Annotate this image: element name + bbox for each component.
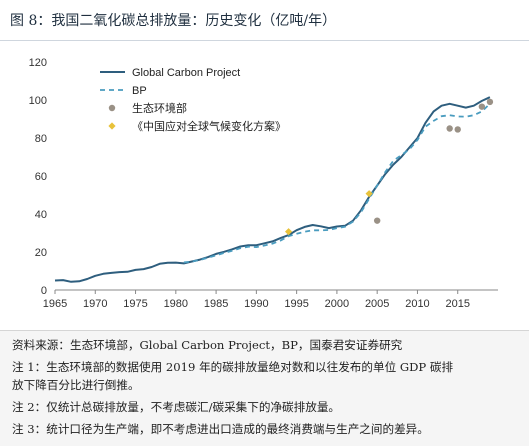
note-1-line-1: 注 1：生态环境部的数据使用 2019 年的碳排放量绝对数和以往发布的单位 GD… [12, 360, 454, 374]
chart-axes: 1965 1970 1975 1980 1985 1990 1995 2000 2005 2010… [29, 57, 498, 310]
series-marker-2 [373, 217, 381, 224]
chart-legend: Global Carbon Project BP 生态环境部《中国应对全球气候变化方… [100, 67, 286, 133]
y-tick-label: 60 [35, 171, 47, 183]
y-tick-label: 40 [35, 209, 47, 221]
y-tick-label: 120 [29, 57, 47, 69]
figure-title: 图 8：我国二氧化碳总排放量：历史变化（亿吨/年） [10, 13, 337, 29]
x-tick-label: 2000 [325, 298, 349, 310]
y-tick-label: 20 [35, 247, 47, 259]
x-tick-label: 2010 [405, 298, 429, 310]
y-tick-label: 100 [29, 95, 47, 107]
x-tick-label: 1965 [43, 298, 67, 310]
legend-label-3: 《中国应对全球气候变化方案》 [132, 119, 286, 133]
x-tick-label: 1995 [284, 298, 308, 310]
emissions-line-chart: 1965 1970 1975 1980 1985 1990 1995 2000 2005 2010… [29, 57, 498, 310]
x-tick-label: 1985 [204, 298, 228, 310]
x-tick-label: 1975 [123, 298, 147, 310]
source-notes-panel: 资料来源：生态环境部，Global Carbon Project，BP，国泰君安… [0, 330, 529, 446]
series-marker-2 [478, 103, 486, 110]
x-tick-label: 1980 [164, 298, 188, 310]
legend-swatch-3 [108, 122, 116, 130]
legend-label-0: Global Carbon Project [132, 67, 240, 79]
x-tick-label: 2005 [365, 298, 389, 310]
note-3: 注 3：统计口径为生产端，即不考虑进出口造成的最终消费端与生产之间的差异。 [12, 422, 429, 436]
x-tick-label: 1990 [244, 298, 268, 310]
note-2: 注 2：仅统计总碳排放量，不考虑碳汇/碳采集下的净碳排放量。 [12, 400, 341, 414]
source-note: 资料来源：生态环境部，Global Carbon Project，BP，国泰君安… [12, 338, 403, 352]
series-marker-2 [454, 126, 461, 133]
series-marker-3 [365, 190, 373, 198]
note-1-line-2: 放下降百分比进行倒推。 [12, 378, 140, 392]
y-tick-label: 80 [35, 133, 47, 145]
legend-swatch-2 [108, 104, 116, 112]
y-tick-label: 0 [41, 285, 47, 297]
x-tick-label: 2015 [445, 298, 469, 310]
series-marker-3 [284, 228, 293, 236]
series-line-0 [54, 96, 491, 283]
legend-label-1: BP [132, 85, 147, 97]
x-tick-label: 1970 [83, 298, 107, 310]
figure-title-bar: 图 8：我国二氧化碳总排放量：历史变化（亿吨/年） [0, 0, 529, 41]
series-marker-2 [486, 98, 494, 106]
legend-label-2: 生态环境部 [132, 101, 187, 115]
series-marker-2 [446, 125, 453, 132]
chart-series-layer [54, 96, 494, 283]
